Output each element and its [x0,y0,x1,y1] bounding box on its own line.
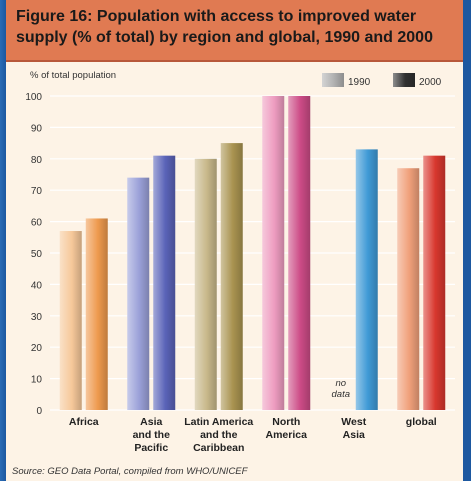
y-tick-label: 90 [31,123,43,134]
y-tick-label: 100 [25,92,42,103]
x-category-label: Asia and the Pacific [133,416,170,454]
y-tick-label: 20 [31,343,43,354]
bar-north-america-1990 [262,96,285,410]
bar-latin-america-and-the-caribbean-1990 [194,158,217,410]
y-tick-label: 0 [36,406,42,417]
y-tick-label: 30 [31,312,43,323]
x-category-label: Africa [69,416,99,428]
y-axis-label: % of total population [30,70,116,81]
bar-north-america-2000 [288,96,311,410]
bars [59,96,446,410]
bar-asia-and-the-pacific-2000 [153,155,176,410]
legend-label-1990: 1990 [348,77,371,88]
legend-swatch-1990 [322,73,344,87]
bar-asia-and-the-pacific-1990 [127,177,150,410]
bar-africa-1990 [59,231,82,410]
legend-swatch-2000 [393,73,415,87]
bar-global-1990 [397,168,420,410]
annotation-no-data: no data [332,378,351,400]
x-category-label: global [406,416,437,428]
x-axis-labels: Africa Asia and the Pacific Latin America and… [69,416,437,454]
bar-global-2000 [423,155,446,410]
chart-title: Figure 16: Population with access to imp… [16,8,433,46]
bar-west-asia-2000 [355,149,378,410]
legend: 1990 2000 [322,73,442,88]
title-bar: Figure 16: Population with access to imp… [6,0,463,62]
source-note: Source: GEO Data Portal, compiled from W… [12,466,248,477]
legend-label-2000: 2000 [419,77,442,88]
x-category-label: North America [266,416,308,441]
y-tick-label: 40 [31,280,43,291]
y-axis-ticks: 0 10 20 30 40 50 60 70 80 90 100 [25,92,42,417]
gridlines [50,95,455,411]
y-tick-label: 70 [31,186,43,197]
y-tick-label: 50 [31,249,43,260]
y-tick-label: 80 [31,155,43,166]
y-tick-label: 10 [31,375,43,386]
bar-latin-america-and-the-caribbean-2000 [220,143,243,410]
x-category-label: West Asia [341,416,366,441]
annotations: no data [332,378,351,400]
x-category-label: Latin America and the Caribbean [184,416,253,454]
y-tick-label: 60 [31,218,43,229]
bar-africa-2000 [85,218,108,410]
